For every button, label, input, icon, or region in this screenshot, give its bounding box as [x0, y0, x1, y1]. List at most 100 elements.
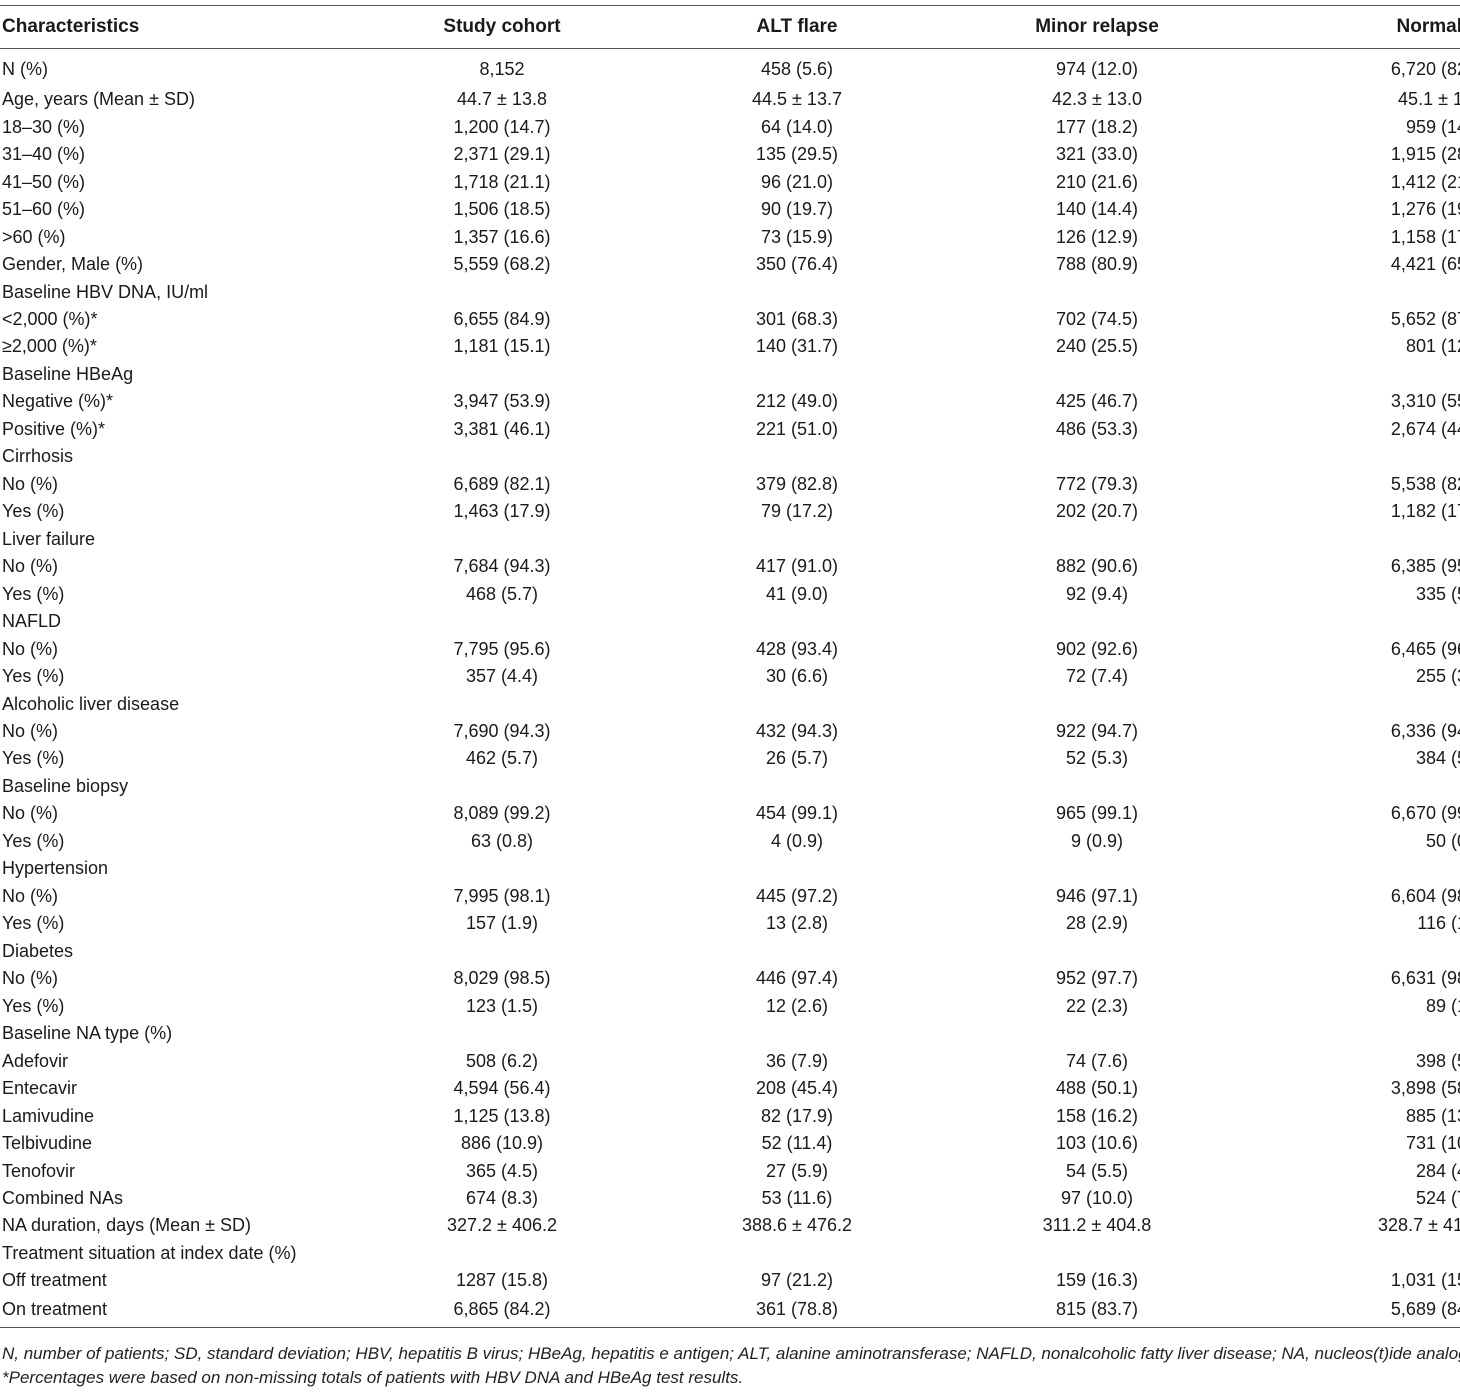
cell-alt-flare: 432 (94.3)	[755, 721, 839, 742]
cell-alt-flare: 44.5 ± 13.7	[752, 89, 842, 110]
cell-study-cohort: 2,371 (29.1)	[453, 144, 551, 165]
table-row: No (%) 7,684 (94.3) 417 (91.0) 882 (90.6) 6,…	[0, 553, 1460, 580]
cell-study-cohort: 327.2 ± 406.2	[447, 1215, 557, 1236]
cell-minor-relapse	[902, 608, 1292, 635]
cell-normal: 6,385 (95.0)	[1390, 556, 1460, 577]
cell-normal	[1292, 526, 1460, 553]
table-row: Yes (%) 468 (5.7) 41 (9.0) 92 (9.4) 335 (5.0…	[0, 580, 1460, 607]
cell-characteristic: Off treatment	[2, 1270, 107, 1291]
column-header-characteristics: Characteristics	[0, 5, 312, 49]
table-row: Positive (%)* 3,381 (46.1) 221 (51.0) 486 (…	[0, 416, 1460, 443]
cell-normal: 335 (5.0)	[1415, 583, 1460, 604]
cell-characteristic: Gender, Male (%)	[2, 254, 144, 275]
cell-alt-flare: 221 (51.0)	[755, 418, 839, 439]
cell-minor-relapse	[902, 1240, 1292, 1267]
cell-minor-relapse: 965 (99.1)	[1055, 803, 1139, 824]
cell-normal: 6,604 (98.3)	[1390, 885, 1460, 906]
cell-alt-flare: 79 (17.2)	[760, 501, 834, 522]
cell-alt-flare	[692, 773, 902, 800]
cell-minor-relapse: 311.2 ± 404.8	[1042, 1215, 1152, 1236]
cell-characteristic: No (%)	[2, 803, 59, 824]
cell-study-cohort: 3,947 (53.9)	[453, 391, 551, 412]
cell-characteristic: Yes (%)	[2, 913, 65, 934]
cell-study-cohort	[312, 773, 692, 800]
cell-study-cohort: 63 (0.8)	[470, 830, 534, 851]
cell-characteristic: Alcoholic liver disease	[2, 693, 180, 714]
cell-minor-relapse	[902, 278, 1292, 305]
table-row: Tenofovir 365 (4.5) 27 (5.9) 54 (5.5) 284 (4…	[0, 1157, 1460, 1184]
table-row: Adefovir 508 (6.2) 36 (7.9) 74 (7.6) 398 (5.…	[0, 1047, 1460, 1074]
table-row: Liver failure	[0, 526, 1460, 553]
table-row: Age, years (Mean ± SD) 44.7 ± 13.8 44.5 ± …	[0, 86, 1460, 113]
table-row: Yes (%) 357 (4.4) 30 (6.6) 72 (7.4) 255 (3.8…	[0, 663, 1460, 690]
table-row: <2,000 (%)* 6,655 (84.9) 301 (68.3) 702 (74…	[0, 306, 1460, 333]
table-row: Yes (%) 157 (1.9) 13 (2.8) 28 (2.9) 116 (1.7…	[0, 910, 1460, 937]
cell-minor-relapse: 882 (90.6)	[1055, 556, 1139, 577]
cell-minor-relapse: 9 (0.9)	[1070, 830, 1124, 851]
cell-normal: 89 (1.3)	[1425, 995, 1460, 1016]
table-row: Baseline NA type (%)	[0, 1020, 1460, 1047]
cell-characteristic: N (%)	[2, 59, 48, 79]
cell-study-cohort: 6,655 (84.9)	[453, 308, 551, 329]
cell-study-cohort: 4,594 (56.4)	[453, 1078, 551, 1099]
cell-minor-relapse	[902, 855, 1292, 882]
cell-characteristic: Adefovir	[2, 1050, 69, 1071]
cell-alt-flare: 428 (93.4)	[755, 638, 839, 659]
column-header-study-cohort: Study cohort	[312, 5, 692, 49]
table-row: No (%) 8,089 (99.2) 454 (99.1) 965 (99.1) 6,…	[0, 800, 1460, 827]
table-row: Yes (%) 1,463 (17.9) 79 (17.2) 202 (20.7) 1,…	[0, 498, 1460, 525]
cell-characteristic: Cirrhosis	[2, 446, 74, 467]
header-row: Characteristics Study cohort ALT flare M…	[0, 5, 1460, 49]
cell-characteristic: On treatment	[0, 1294, 312, 1328]
cell-normal: 5,689 (84.7)	[1292, 1294, 1460, 1328]
table-row: Negative (%)* 3,947 (53.9) 212 (49.0) 425 (…	[0, 388, 1460, 415]
cell-study-cohort: 1,718 (21.1)	[453, 171, 551, 192]
cell-characteristic: Yes (%)	[2, 995, 65, 1016]
table-row: Yes (%) 63 (0.8) 4 (0.9) 9 (0.9) 50 (0.7)	[0, 828, 1460, 855]
cell-characteristic: Baseline biopsy	[2, 775, 129, 796]
cell-normal: 801 (12.4)	[1405, 336, 1460, 357]
table-row: Baseline HBV DNA, IU/ml	[0, 278, 1460, 305]
table-row: On treatment 6,865 (84.2) 361 (78.8) 815 (8…	[0, 1294, 1460, 1328]
cell-alt-flare	[692, 1240, 902, 1267]
cell-normal: 1,158 (17.2)	[1390, 226, 1460, 247]
cell-alt-flare: 52 (11.4)	[761, 1133, 833, 1154]
table-row: Diabetes	[0, 938, 1460, 965]
cell-study-cohort	[312, 1020, 692, 1047]
table-row: Hypertension	[0, 855, 1460, 882]
cell-study-cohort	[312, 938, 692, 965]
cell-minor-relapse: 240 (25.5)	[1055, 336, 1139, 357]
footnote-percentages: *Percentages were based on non-missing t…	[2, 1368, 744, 1387]
cell-characteristic: NAFLD	[2, 611, 62, 632]
table-row: Combined NAs 674 (8.3) 53 (11.6) 97 (10.0) 5…	[0, 1185, 1460, 1212]
cell-normal: 1,276 (19.0)	[1390, 199, 1460, 220]
table-footnotes: N, number of patients; SD, standard devi…	[2, 1342, 1460, 1390]
table-row: No (%) 7,995 (98.1) 445 (97.2) 946 (97.1) 6,…	[0, 883, 1460, 910]
table-row: Baseline biopsy	[0, 773, 1460, 800]
cell-alt-flare: 96 (21.0)	[760, 171, 834, 192]
cell-study-cohort: 508 (6.2)	[465, 1050, 539, 1071]
cell-alt-flare: 30 (6.6)	[765, 666, 829, 687]
cell-characteristic: No (%)	[2, 721, 59, 742]
cell-normal	[1292, 608, 1460, 635]
cell-normal: 2,674 (44.7)	[1390, 418, 1460, 439]
footnote-abbreviations: N, number of patients; SD, standard devi…	[2, 1344, 1460, 1363]
cell-study-cohort	[312, 855, 692, 882]
cell-normal	[1292, 690, 1460, 717]
cell-normal: 384 (5.7)	[1415, 748, 1460, 769]
cell-study-cohort: 357 (4.4)	[465, 666, 539, 687]
cell-minor-relapse: 946 (97.1)	[1055, 885, 1139, 906]
cell-study-cohort	[312, 278, 692, 305]
cell-characteristic: NA duration, days (Mean ± SD)	[2, 1215, 251, 1236]
cell-study-cohort: 3,381 (46.1)	[453, 418, 551, 439]
table-row: No (%) 6,689 (82.1) 379 (82.8) 772 (79.3) 5,…	[0, 471, 1460, 498]
table-row: Yes (%) 462 (5.7) 26 (5.7) 52 (5.3) 384 (5.7…	[0, 745, 1460, 772]
cell-characteristic: No (%)	[2, 968, 59, 989]
cell-alt-flare: 350 (76.4)	[755, 254, 839, 275]
table-header: Characteristics Study cohort ALT flare M…	[0, 5, 1460, 49]
cell-study-cohort: 1,506 (18.5)	[453, 199, 551, 220]
cell-normal: 1,182 (17.6)	[1390, 501, 1460, 522]
cell-alt-flare: 97 (21.2)	[760, 1270, 834, 1291]
table-row: 31–40 (%) 2,371 (29.1) 135 (29.5) 321 (33.0…	[0, 141, 1460, 168]
cell-characteristic: No (%)	[2, 473, 59, 494]
